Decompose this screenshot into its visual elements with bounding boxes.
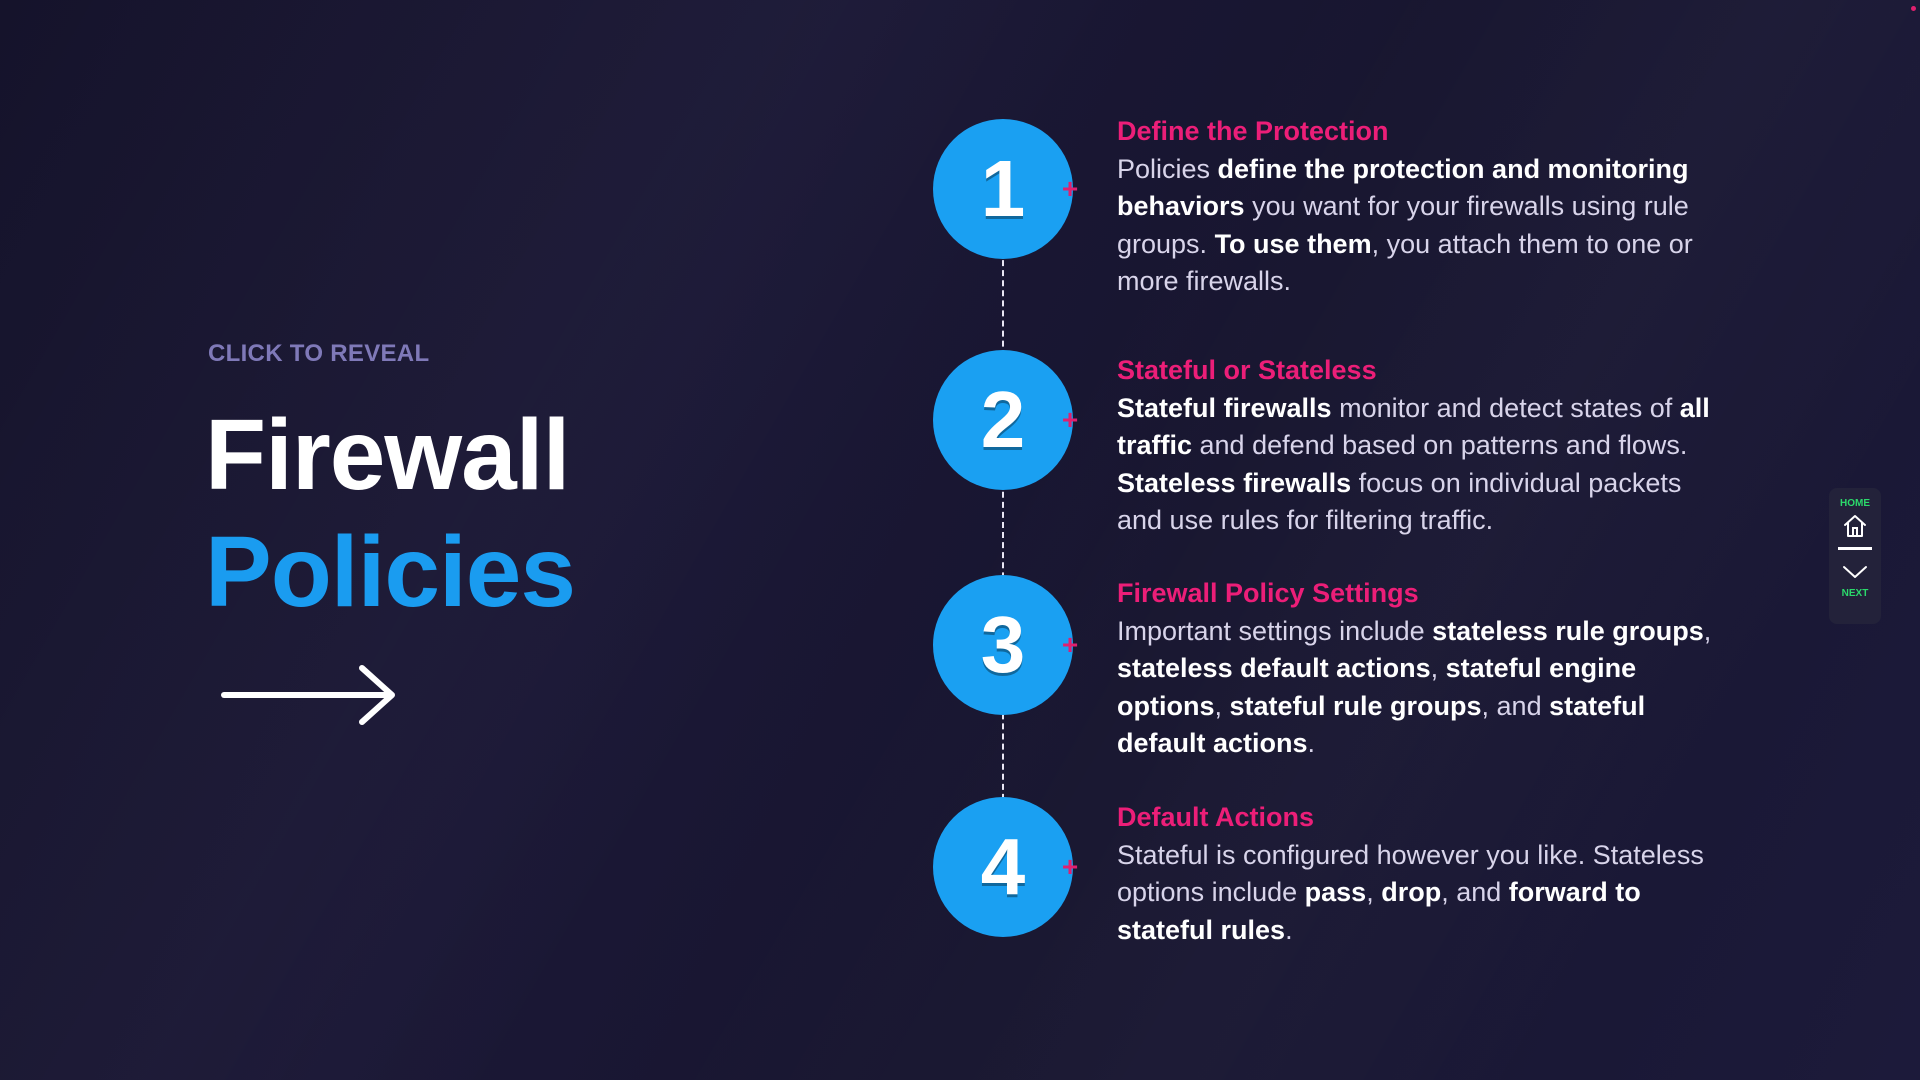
emphasis-text: stateless default actions [1117, 653, 1431, 684]
body-text: Important settings include [1117, 616, 1433, 647]
plus-icon: + [1061, 629, 1079, 660]
body-text: focus on individual packets and use rule… [1117, 467, 1682, 535]
body-text: Policies [1117, 154, 1218, 185]
emphasis-text: Stateful firewalls [1117, 393, 1332, 424]
emphasis-text: To use them [1214, 228, 1372, 259]
side-navigation: HOME NEXT [1829, 488, 1881, 624]
step-1-title: Define the Protection [1117, 116, 1389, 146]
step-4-content: Default Actions Stateful is configured h… [1117, 802, 1727, 949]
body-text: . [1285, 914, 1293, 945]
emphasis-text: stateful rule groups [1229, 690, 1482, 721]
emphasis-text: Stateless firewalls [1117, 467, 1352, 498]
body-text: monitor and detect states of [1331, 393, 1680, 424]
step-1-content: Define the Protection Policies define th… [1117, 116, 1727, 300]
body-text: , and [1441, 877, 1509, 908]
body-text: you want for your firewalls using rule g… [1117, 191, 1689, 259]
page-title-line2: Policies [205, 516, 576, 628]
step-3-title: Firewall Policy Settings [1117, 578, 1419, 608]
emphasis-text: stateful engine options [1117, 653, 1637, 721]
emphasis-text: stateless rule groups [1432, 616, 1704, 647]
nav-divider [1838, 547, 1872, 550]
step-3-number: 3 [980, 600, 1026, 689]
step-2-content: Stateful or Stateless Stateful firewalls… [1117, 355, 1727, 539]
chevron-down-icon[interactable] [1842, 564, 1868, 580]
step-2-number: 2 [980, 375, 1026, 464]
plus-icon: + [1061, 851, 1079, 882]
emphasis-text: stateful default actions [1117, 690, 1646, 758]
home-label[interactable]: HOME [1840, 498, 1870, 509]
step-2-reveal-button[interactable]: 2 + [933, 350, 1078, 490]
body-text: , [1703, 616, 1712, 647]
body-text: Stateful is configured however you like.… [1117, 840, 1704, 908]
click-to-reveal-label: CLICK TO REVEAL [208, 340, 430, 367]
step-2-body: Stateful firewalls monitor and detect st… [1117, 390, 1727, 539]
emphasis-text: all traffic [1117, 393, 1710, 461]
plus-icon: + [1061, 404, 1079, 435]
next-label[interactable]: NEXT [1841, 588, 1869, 599]
emphasis-text: forward to stateful rules [1117, 877, 1641, 945]
home-icon[interactable] [1842, 513, 1868, 539]
step-4-title: Default Actions [1117, 802, 1315, 832]
step-3-reveal-button[interactable]: 3 + [933, 575, 1078, 715]
body-text: and defend based on patterns and flows. [1192, 430, 1688, 461]
step-4-body: Stateful is configured however you like.… [1117, 837, 1727, 949]
body-text: , and [1481, 690, 1550, 721]
body-text: , [1430, 653, 1446, 684]
step-1-reveal-button[interactable]: 1 + [933, 119, 1078, 259]
timeline-connector [1002, 250, 1004, 810]
step-4-number: 4 [980, 822, 1026, 911]
body-text: , you attach them to one or more firewal… [1117, 228, 1693, 296]
corner-indicator-dot [1911, 6, 1916, 11]
step-2-title: Stateful or Stateless [1117, 355, 1377, 385]
right-arrow-icon[interactable] [220, 662, 400, 728]
step-3-body: Important settings include stateless rul… [1117, 613, 1727, 762]
body-text: , [1214, 690, 1230, 721]
body-text: . [1307, 727, 1316, 758]
step-3-content: Firewall Policy Settings Important setti… [1117, 578, 1727, 762]
step-1-body: Policies define the protection and monit… [1117, 151, 1727, 300]
plus-icon: + [1061, 173, 1079, 204]
page-title-line1: Firewall [205, 399, 570, 511]
emphasis-text: pass [1304, 877, 1367, 908]
step-4-reveal-button[interactable]: 4 + [933, 797, 1078, 937]
body-text: , [1366, 877, 1382, 908]
step-1-number: 1 [980, 144, 1026, 233]
emphasis-text: define the protection and monitoring beh… [1117, 154, 1689, 222]
emphasis-text: drop [1381, 877, 1442, 908]
